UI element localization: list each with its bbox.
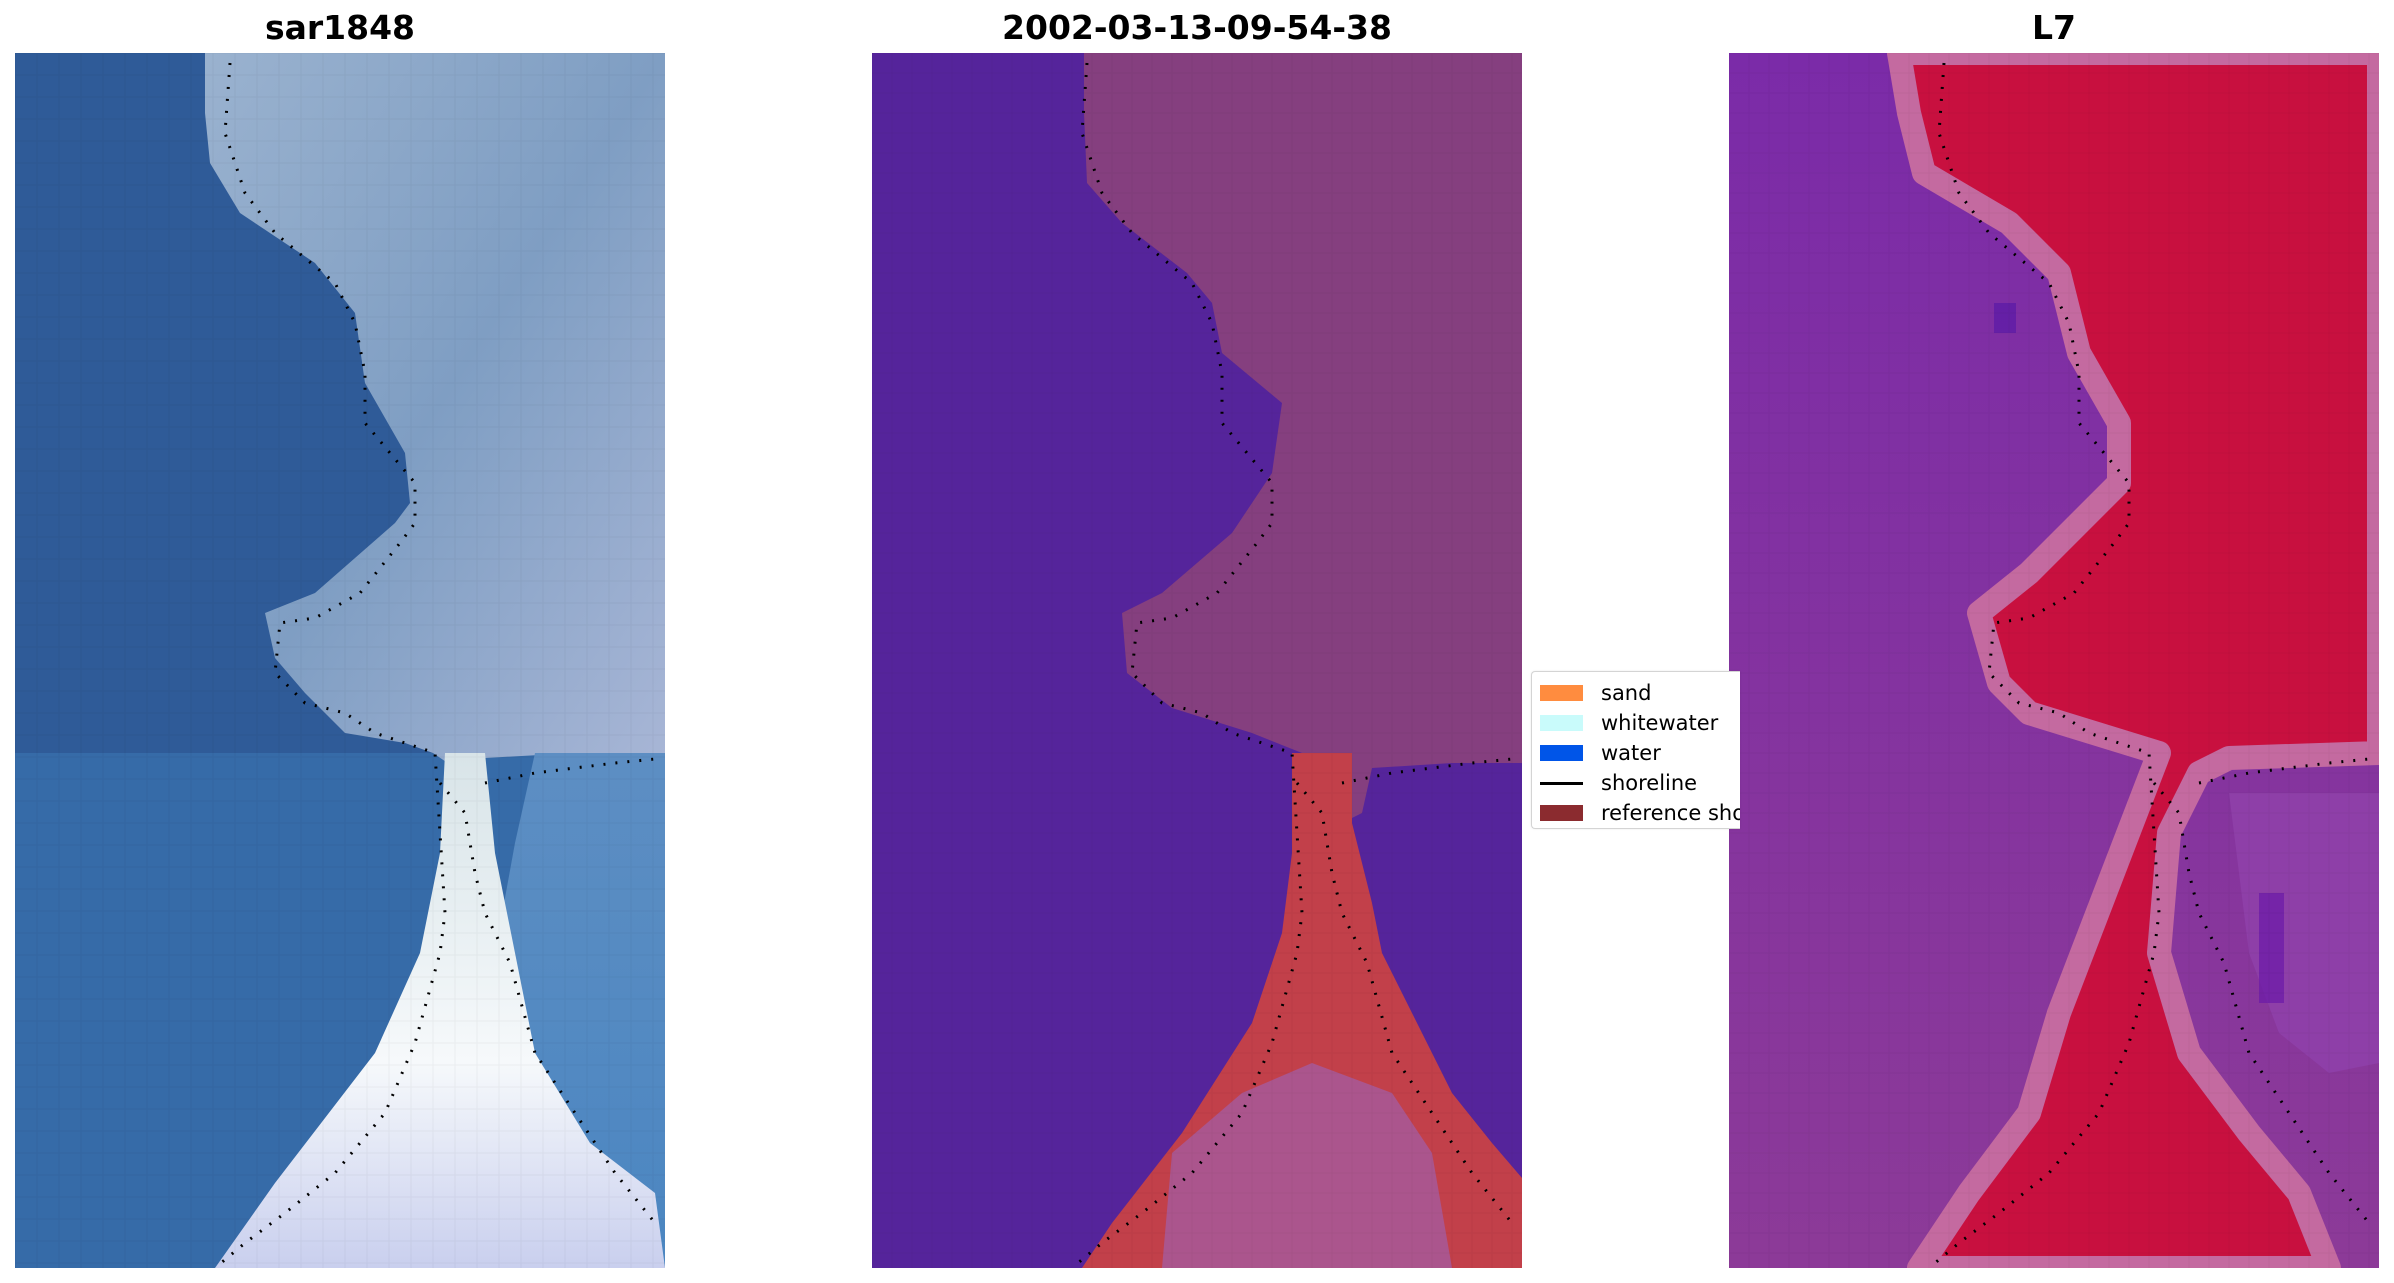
panel-title-rgb: sar1848 bbox=[264, 8, 416, 47]
legend-swatch-whitewater bbox=[1540, 715, 1583, 731]
legend-swatch-sand bbox=[1540, 685, 1583, 701]
legend-item-sand: sand bbox=[1540, 679, 1740, 707]
rgb-image-panel bbox=[15, 53, 665, 1268]
legend-item-water: water bbox=[1540, 739, 1740, 767]
legend-swatch-reference-shoreline bbox=[1540, 805, 1583, 821]
classification-panel bbox=[872, 53, 1522, 1268]
legend-label-shoreline: shoreline bbox=[1601, 771, 1698, 795]
legend-item-reference-shoreline: reference shoreline bbox=[1540, 799, 1740, 827]
rgb-image bbox=[15, 53, 665, 1268]
index-image-panel bbox=[1729, 53, 2379, 1268]
legend-label-whitewater: whitewater bbox=[1601, 711, 1719, 735]
legend: sand whitewater water shoreline referenc… bbox=[1531, 671, 1740, 829]
panel-title-index: L7 bbox=[2032, 8, 2076, 47]
legend-item-shoreline: shoreline bbox=[1540, 769, 1740, 797]
legend-label-sand: sand bbox=[1601, 681, 1652, 705]
panel-title-classification: 2002-03-13-09-54-38 bbox=[1002, 8, 1392, 47]
legend-item-whitewater: whitewater bbox=[1540, 709, 1740, 737]
legend-label-reference-shoreline: reference shoreline bbox=[1601, 801, 1740, 825]
legend-label-water: water bbox=[1601, 741, 1661, 765]
index-image bbox=[1729, 53, 2379, 1268]
classification-image bbox=[872, 53, 1522, 1268]
legend-swatch-water bbox=[1540, 745, 1583, 761]
legend-line-shoreline bbox=[1540, 781, 1583, 785]
